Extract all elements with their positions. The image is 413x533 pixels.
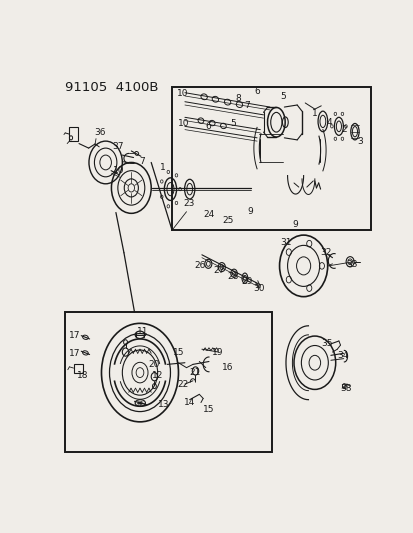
Text: 34: 34 [337,351,348,360]
Text: 1: 1 [311,109,317,118]
Text: 10: 10 [178,119,189,128]
Text: 26: 26 [194,261,205,270]
Text: 7: 7 [139,157,145,166]
Text: 10: 10 [113,166,125,175]
Circle shape [101,324,178,422]
Text: 15: 15 [202,405,214,414]
Text: 38: 38 [340,384,351,393]
Text: 21: 21 [189,368,201,377]
Text: 36: 36 [94,128,105,138]
Text: 25: 25 [221,216,233,225]
Text: 2: 2 [340,125,346,134]
Text: 7: 7 [243,101,249,109]
Bar [69,127,78,141]
Text: 32: 32 [320,248,331,257]
Text: 17: 17 [69,331,81,340]
Text: 11: 11 [137,327,149,336]
Text: 23: 23 [183,199,194,208]
Bar [64,312,271,452]
Text: 15: 15 [172,348,184,357]
Text: 12: 12 [152,372,163,381]
Text: 22: 22 [177,381,188,390]
Bar [172,86,370,230]
Text: 29: 29 [240,277,252,286]
Text: 37: 37 [112,142,124,151]
Text: 1: 1 [159,163,165,172]
Text: 13: 13 [157,400,169,409]
Text: 18: 18 [77,372,89,381]
Text: 9: 9 [292,220,298,229]
Text: 27: 27 [212,266,224,276]
Text: 14: 14 [184,398,195,407]
Text: 9: 9 [247,207,252,216]
Text: 31: 31 [280,238,291,247]
Text: 91105  4100B: 91105 4100B [64,81,158,94]
Text: 28: 28 [227,272,238,281]
Text: 6: 6 [254,87,259,96]
Text: 8: 8 [235,94,240,103]
Bar [74,364,82,373]
Text: 30: 30 [252,284,264,293]
Text: 20: 20 [148,360,159,369]
Text: 33: 33 [345,260,357,269]
Text: 17: 17 [69,349,81,358]
Text: 16: 16 [221,363,233,372]
Text: 6: 6 [204,122,210,131]
Text: 24: 24 [203,210,214,219]
Text: 35: 35 [320,340,332,349]
Text: 19: 19 [212,348,223,357]
Text: 4: 4 [326,118,331,127]
Text: 10: 10 [176,89,188,98]
Text: 5: 5 [230,119,235,128]
Text: 3: 3 [356,138,362,147]
Text: 5: 5 [279,92,285,101]
